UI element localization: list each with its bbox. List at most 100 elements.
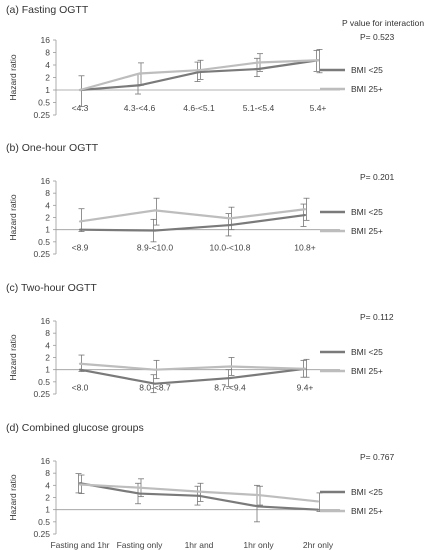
data-point — [153, 368, 157, 371]
data-point — [316, 59, 320, 62]
y-tick-label: 2 — [45, 213, 50, 223]
y-tick-label: 0.5 — [38, 377, 50, 387]
x-tick-label: 8.9-<10.0 — [137, 243, 173, 253]
y-tick-label: 0.5 — [38, 237, 50, 247]
series-bmi-lt25 — [78, 49, 320, 95]
series-bmi-25plus — [78, 354, 310, 380]
y-tick-label: 0.25 — [33, 529, 50, 539]
y-tick-label: 8 — [45, 468, 50, 478]
y-axis-label: Hazard ratio — [8, 194, 18, 241]
data-point — [197, 494, 201, 497]
data-point — [78, 362, 82, 365]
data-point — [138, 72, 141, 75]
y-tick-label: 0.25 — [33, 389, 50, 399]
data-point — [197, 490, 201, 493]
y-tick-label: 8 — [45, 48, 50, 58]
p-value: P= 0.523 — [360, 32, 395, 42]
legend-label: BMI 25+ — [351, 366, 383, 376]
y-axis-label: Hazard ratio — [8, 474, 18, 521]
legend-label: BMI <25 — [351, 487, 383, 497]
x-tick-label: 2hr only — [303, 540, 334, 550]
x-tick-label: 8.7-<9.4 — [214, 383, 246, 393]
data-point — [303, 367, 307, 370]
p-value: P= 0.201 — [360, 172, 395, 182]
x-tick-label: <8.9 — [72, 243, 89, 253]
x-tick-label: 5.4+ — [310, 103, 327, 113]
data-point — [78, 483, 82, 486]
data-point — [78, 88, 82, 92]
legend-label: BMI <25 — [351, 347, 383, 357]
series-bmi-lt25 — [78, 203, 307, 243]
series-bmi-25plus — [78, 197, 310, 232]
data-point — [78, 368, 82, 371]
chart-panel-3: (c) Two-hour OGTT P= 0.112 0.25 0.5 1 2 4 8 16 Ha… — [6, 282, 394, 399]
y-tick-label: 1 — [45, 365, 50, 375]
y-tick-label: 1 — [45, 225, 50, 235]
chart-panel-2: (b) One-hour OGTT P= 0.201 0.25 0.5 1 2 4 8 16 Ha… — [6, 142, 395, 259]
x-tick-label: <4.3 — [72, 103, 89, 113]
data-point — [138, 492, 141, 495]
data-point — [197, 70, 201, 74]
data-point — [257, 61, 260, 64]
series-line — [79, 213, 306, 232]
y-tick-label: 2 — [45, 73, 50, 83]
data-point — [257, 493, 260, 497]
y-axis-label: Hazard ratio — [8, 54, 18, 101]
series-bmi-25plus — [78, 49, 323, 107]
data-point — [316, 508, 320, 511]
series-line — [79, 208, 306, 223]
data-point — [316, 500, 320, 503]
legend-label: BMI 25+ — [351, 226, 383, 236]
data-point — [257, 67, 260, 71]
x-tick-label: 5.1-<5.4 — [243, 103, 275, 113]
panel-title: (d) Combined glucose groups — [6, 422, 144, 434]
data-point — [228, 365, 232, 368]
data-point — [197, 69, 201, 72]
x-tick-label: 9.4+ — [297, 383, 314, 393]
y-tick-label: 16 — [41, 176, 51, 186]
x-tick-label: 1hr and2hr only — [184, 540, 215, 550]
series-bmi-25plus — [78, 474, 323, 512]
x-tick-label: 4.3-<4.6 — [124, 103, 156, 113]
y-tick-label: 8 — [45, 328, 50, 338]
y-tick-label: 1 — [45, 85, 50, 95]
panel-title: (a) Fasting OGTT — [6, 4, 89, 16]
pvalue-header: P value for interaction — [342, 18, 424, 28]
data-point — [228, 217, 232, 220]
y-tick-label: 8 — [45, 188, 50, 198]
data-point — [153, 229, 157, 232]
y-tick-label: 0.5 — [38, 517, 50, 527]
x-tick-label: Fasting only — [117, 540, 164, 550]
y-tick-label: 2 — [45, 353, 50, 363]
series-line — [79, 367, 306, 385]
series-bmi-lt25 — [78, 359, 307, 394]
data-point — [228, 223, 232, 227]
data-point — [78, 220, 82, 223]
series-line — [79, 362, 306, 371]
data-point — [153, 382, 157, 385]
x-tick-label: Fasting and 1hror 2hr — [50, 540, 109, 550]
x-tick-label: 10.0-<10.8 — [210, 243, 251, 253]
chart-panel-1: (a) Fasting OGTT P= 0.523 0.25 0.5 1 2 4 8 16 Haz… — [6, 4, 395, 120]
data-point — [138, 486, 141, 489]
legend-label: BMI <25 — [351, 207, 383, 217]
chart-panel-4: (d) Combined glucose groups P= 0.767 0.25 0… — [6, 422, 395, 550]
x-tick-label: <8.0 — [72, 383, 89, 393]
series-bmi-lt25 — [75, 473, 320, 523]
y-tick-label: 4 — [45, 200, 50, 210]
p-value: P= 0.112 — [360, 312, 394, 322]
data-point — [303, 213, 307, 217]
y-tick-label: 1 — [45, 505, 50, 515]
y-tick-label: 16 — [41, 456, 51, 466]
x-tick-label: 1hr only — [243, 540, 274, 550]
legend-label: BMI 25+ — [351, 506, 383, 516]
y-axis-label: Hazard ratio — [8, 334, 18, 381]
panel-title: (c) Two-hour OGTT — [6, 282, 97, 294]
x-tick-label: 4.6-<5.1 — [183, 103, 215, 113]
data-point — [153, 209, 157, 212]
y-tick-label: 4 — [45, 60, 50, 70]
panel-title: (b) One-hour OGTT — [6, 142, 99, 154]
data-point — [78, 228, 82, 231]
y-tick-label: 4 — [45, 340, 50, 350]
